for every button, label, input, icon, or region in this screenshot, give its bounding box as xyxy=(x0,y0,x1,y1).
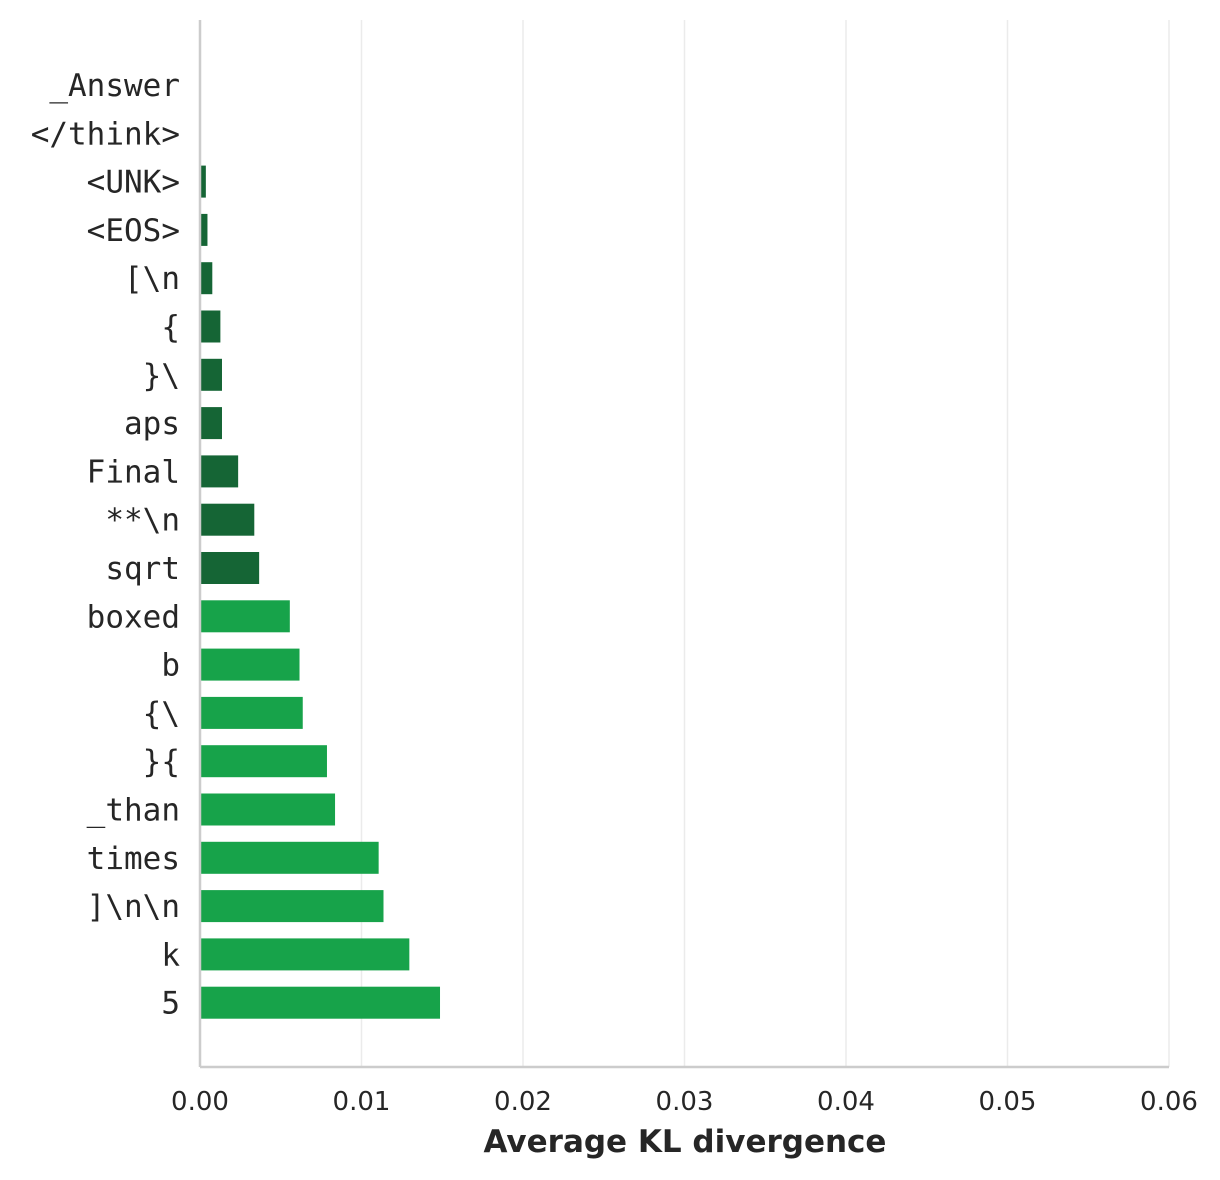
y-tick-label: **\n xyxy=(105,503,180,539)
y-tick-label: }{ xyxy=(143,744,180,780)
bar xyxy=(201,696,303,729)
bar-layer xyxy=(201,165,441,1019)
x-tick-label: 0.00 xyxy=(171,1087,229,1117)
y-tick-label: _Answer xyxy=(49,68,180,104)
bar xyxy=(201,648,300,681)
x-axis-title: Average KL divergence xyxy=(484,1124,887,1160)
y-tick-label: b xyxy=(161,648,180,684)
x-tick-label: 0.05 xyxy=(979,1087,1037,1117)
y-tick-label: }\ xyxy=(143,358,180,394)
x-tick-label: 0.03 xyxy=(656,1087,714,1117)
bar xyxy=(201,503,255,536)
x-tick-label: 0.01 xyxy=(333,1087,391,1117)
y-tick-label: Final xyxy=(87,454,180,490)
y-tick-label: {\ xyxy=(143,696,180,732)
bar xyxy=(201,455,239,488)
bar xyxy=(201,310,221,343)
label-layer: 0.00 0.01 0.02 0.03 0.04 0.05 0.06 _Answer </thi… xyxy=(31,68,1198,1117)
bar xyxy=(201,262,213,295)
grid-layer xyxy=(360,20,1170,1067)
y-tick-label: aps xyxy=(124,406,180,442)
x-tick-label: 0.02 xyxy=(494,1087,552,1117)
bar xyxy=(201,793,336,826)
y-tick-label: [\n xyxy=(124,261,180,297)
bar xyxy=(201,552,260,584)
axis-layer xyxy=(198,20,1169,1069)
bar xyxy=(201,890,384,923)
x-tick-label: 0.04 xyxy=(817,1087,875,1117)
y-tick-label: k xyxy=(161,937,180,973)
bar xyxy=(201,358,222,391)
y-tick-label: </think> xyxy=(31,116,180,152)
y-tick-label: ]\n\n xyxy=(87,889,180,925)
y-tick-label: <UNK> xyxy=(87,165,180,201)
bar xyxy=(201,841,379,874)
y-tick-label: 5 xyxy=(161,986,180,1022)
y-tick-label: <EOS> xyxy=(87,213,180,249)
y-tick-label: { xyxy=(161,310,180,346)
bar xyxy=(201,600,290,633)
y-tick-label: boxed xyxy=(87,599,180,635)
x-tick-label: 0.06 xyxy=(1140,1087,1198,1117)
bar xyxy=(201,986,441,1019)
y-tick-label: sqrt xyxy=(105,551,180,587)
bar xyxy=(201,938,410,971)
bar xyxy=(201,213,208,246)
bar xyxy=(201,745,327,778)
y-tick-label: times xyxy=(87,841,180,877)
bar xyxy=(201,407,222,440)
y-tick-label: _than xyxy=(87,793,180,829)
bar xyxy=(201,165,206,198)
